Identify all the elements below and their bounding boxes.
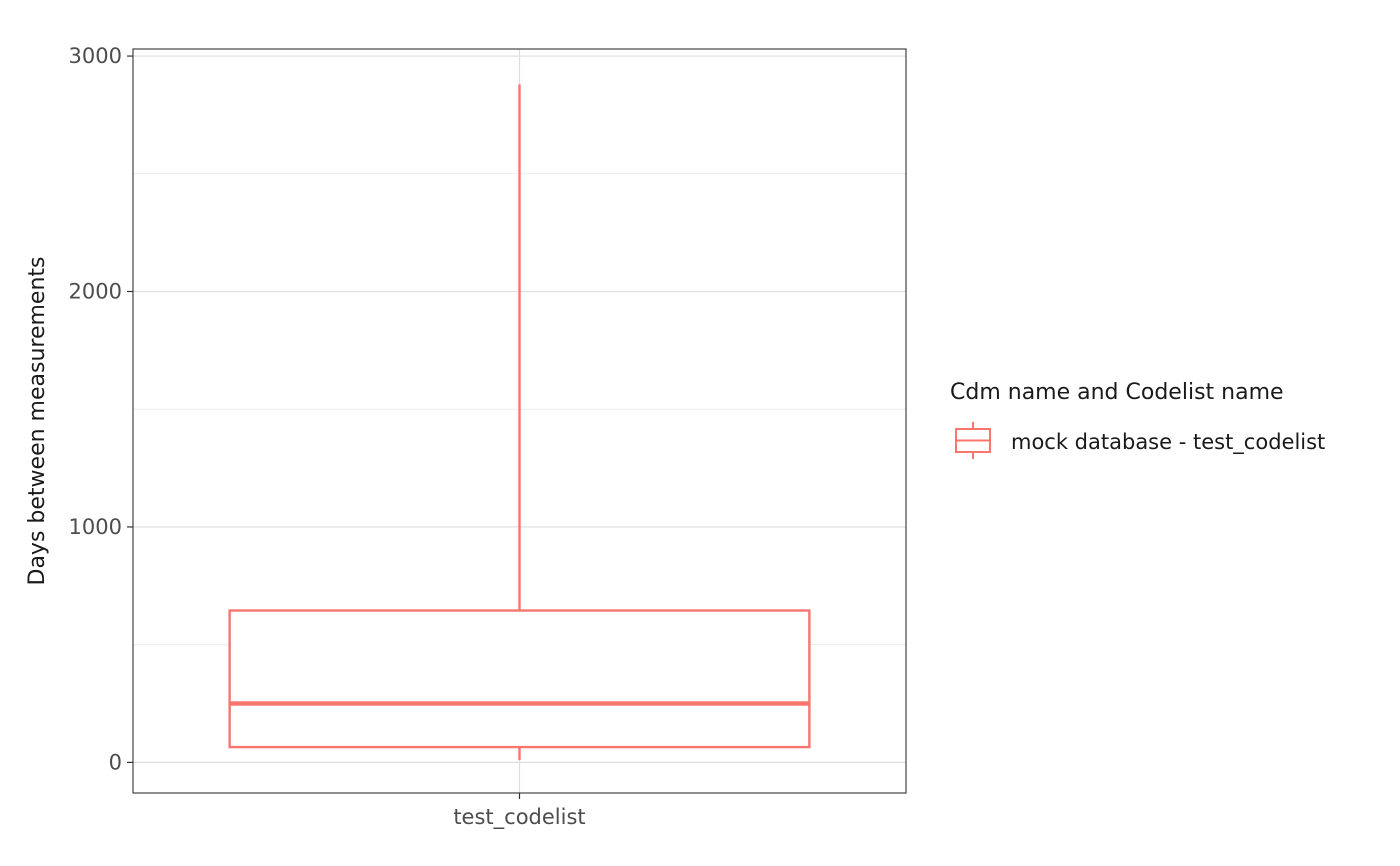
y-tick-label: 0 xyxy=(109,750,122,774)
y-tick-label: 2000 xyxy=(69,280,122,304)
y-axis-title: Days between measurements xyxy=(25,257,50,586)
legend: Cdm name and Codelist name mock database… xyxy=(950,380,1325,459)
legend-key xyxy=(955,422,991,459)
x-tick-label: test_codelist xyxy=(453,805,585,830)
legend-label: mock database - test_codelist xyxy=(1011,430,1325,455)
y-axis: 0 1000 2000 3000 xyxy=(69,44,133,774)
legend-title: Cdm name and Codelist name xyxy=(950,380,1284,405)
y-tick-label: 1000 xyxy=(69,515,122,539)
y-tick-label: 3000 xyxy=(69,44,122,68)
box-iqr xyxy=(228,609,811,749)
x-axis: test_codelist xyxy=(453,793,586,830)
box-marks xyxy=(228,84,811,761)
